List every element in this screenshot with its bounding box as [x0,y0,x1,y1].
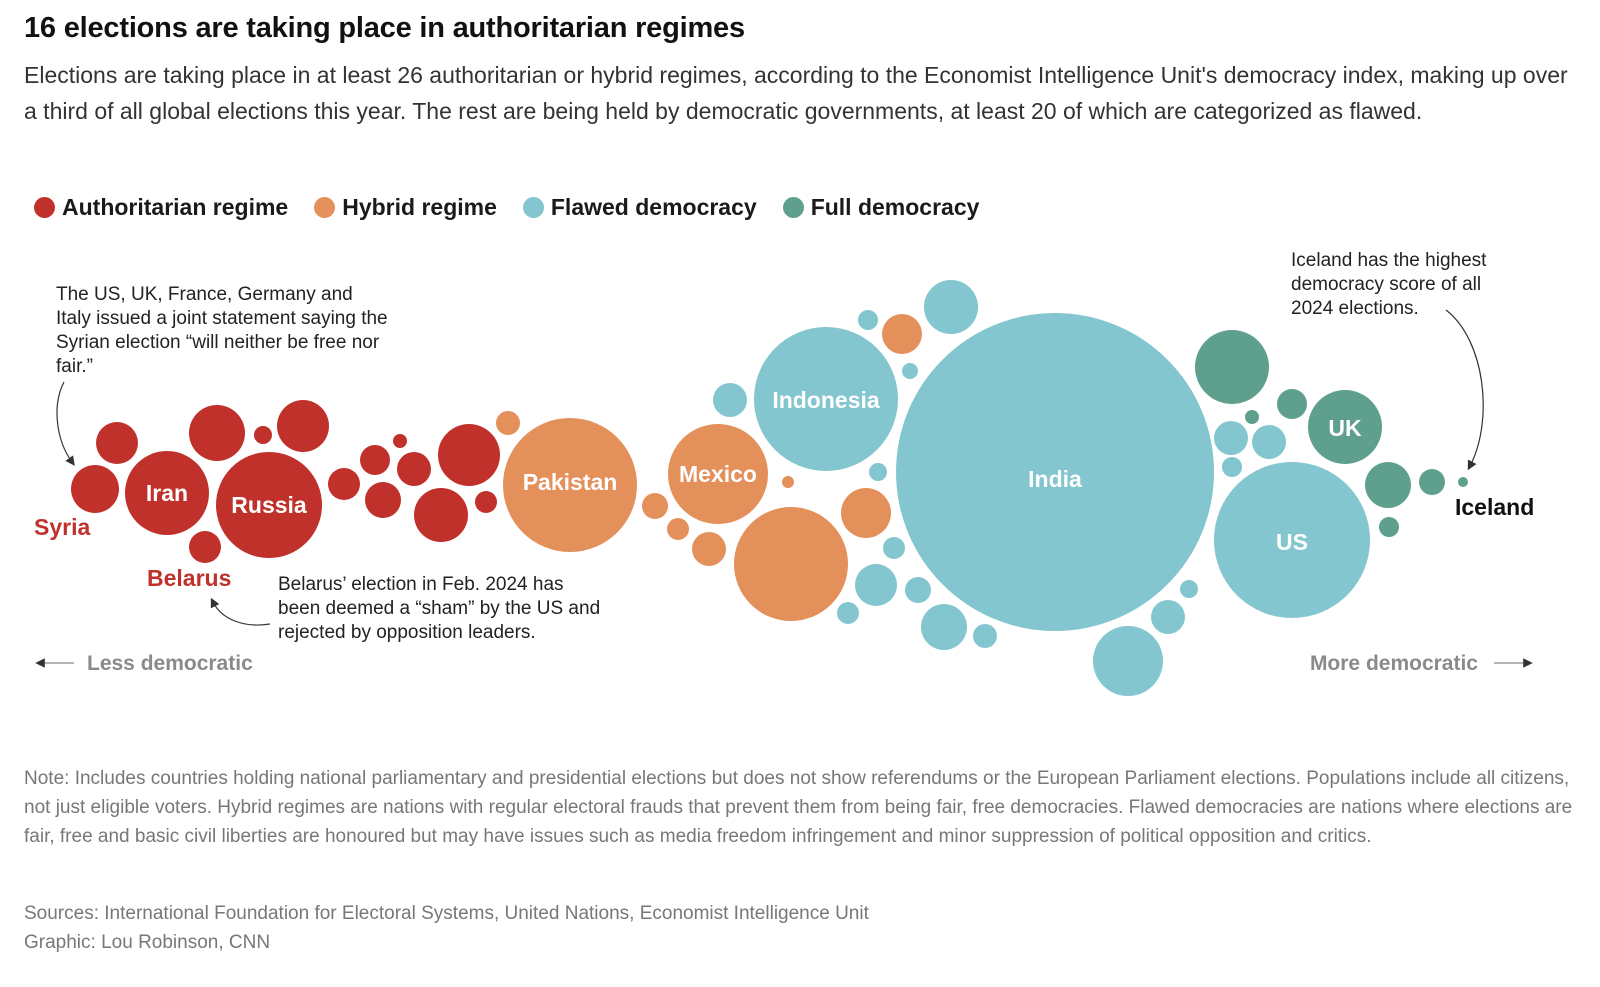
bubble [841,488,891,538]
label-iceland: Iceland [1455,494,1534,520]
iceland-annotation: Iceland has the highest democracy score … [1291,250,1487,319]
bubble [328,468,360,500]
label-syria: Syria [34,514,90,540]
bubble [855,564,897,606]
bubble [1379,517,1399,537]
iceland-arrow [1445,309,1484,471]
bubble [1419,469,1445,495]
bubble [1277,389,1307,419]
bubble [713,383,747,417]
legend-item-flawed: Flawed democracy [522,194,757,221]
bubble [858,310,878,330]
bubble [360,445,390,475]
bubble-iceland [1458,477,1468,487]
bubble [1093,626,1163,696]
bubble [365,482,401,518]
label-russia: Russia [231,492,307,518]
bubble-us [1214,462,1370,618]
bubble [973,624,997,648]
bubble [882,314,922,354]
bubble-labels: Iran Russia Pakistan Mexico Indonesia In… [34,387,1534,591]
label-iran: Iran [146,480,188,506]
bubble-iran [125,451,209,535]
bubble-india [896,313,1214,631]
bubble-chart: Iran Russia Pakistan Mexico Indonesia In… [34,280,1534,696]
syria-arrow [56,381,75,466]
bubble [667,518,689,540]
bubble [642,493,668,519]
bubble [782,476,794,488]
bubble [277,400,329,452]
sources-text: Sources: International Foundation for El… [24,903,869,924]
more-democratic-label: More democratic [1310,652,1478,675]
bubble [414,488,468,542]
bubble-uk [1308,390,1382,464]
bubbles [71,280,1468,696]
syria-annotation: The US, UK, France, Germany and Italy is… [56,284,388,377]
legend-label-hybrid: Hybrid regime [342,194,497,220]
bubble [869,463,887,481]
legend-label-full: Full democracy [810,194,980,220]
legend: Authoritarian regime Hybrid regime Flawe… [34,194,1005,221]
bubble-russia [216,452,322,558]
bubble [902,363,918,379]
bubble-belarus [189,531,221,563]
footnote: Note: Includes countries holding nationa… [24,768,1573,847]
bubble-syria [71,465,119,513]
belarus-arrow [210,597,271,626]
legend-label-authoritarian: Authoritarian regime [62,194,289,220]
legend-label-flawed: Flawed democracy [550,194,757,220]
bubble [924,280,978,334]
bubble [1214,421,1248,455]
chart-subtitle: Elections are taking place in at least 2… [24,62,1568,124]
legend-item-full: Full democracy [782,194,980,221]
sources-block: Sources: International Foundation for El… [24,899,1224,957]
bubble [393,434,407,448]
bubble [96,422,138,464]
bubble [1180,580,1198,598]
legend-item-authoritarian: Authoritarian regime [34,194,288,221]
bubble [397,452,431,486]
bubble-mexico [668,424,768,524]
bubble-pakistan [503,418,637,552]
belarus-annotation: Belarus’ election in Feb. 2024 has been … [278,574,601,643]
label-us: US [1276,529,1308,555]
bubble [1195,330,1269,404]
chart-title: 16 elections are taking place in authori… [24,12,745,44]
bubble [1365,462,1411,508]
less-democratic-label: Less democratic [87,652,253,675]
bubble [1252,425,1286,459]
annotation-arrows [35,309,1533,668]
bubble [1222,457,1242,477]
bubble [905,577,931,603]
bubble [921,604,967,650]
bubble [734,507,848,621]
credit-text: Graphic: Lou Robinson, CNN [24,932,271,953]
bubble [1245,410,1259,424]
legend-swatch-flawed [522,197,544,218]
bubble [883,537,905,559]
label-pakistan: Pakistan [523,469,618,495]
bubble [438,424,500,486]
legend-item-hybrid: Hybrid regime [314,194,497,221]
bubble [496,411,520,435]
label-indonesia: Indonesia [772,387,880,413]
legend-swatch-hybrid [314,197,336,218]
label-uk: UK [1328,415,1362,441]
bubble [189,405,245,461]
bubble [254,426,272,444]
bubble [475,491,497,513]
legend-swatch-full [782,197,804,218]
label-india: India [1028,466,1082,492]
bubble [1151,600,1185,634]
legend-swatch-authoritarian [34,197,55,218]
label-belarus: Belarus [147,565,231,591]
axis-labels: Less democratic More democratic [87,652,1478,675]
bubble [837,602,859,624]
bubble [692,532,726,566]
label-mexico: Mexico [679,461,757,487]
bubble-indonesia [754,327,898,471]
